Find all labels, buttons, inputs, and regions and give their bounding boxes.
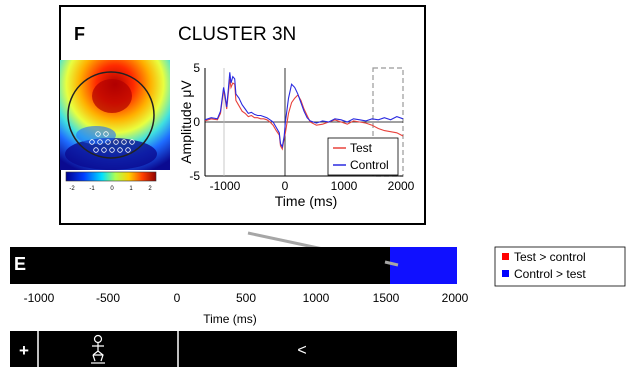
legend-swatch-control-gt-test [502, 270, 509, 277]
x-tick: 2000 [388, 179, 415, 193]
trial-bar [10, 331, 457, 367]
colorbar-tick: 0 [110, 186, 114, 192]
colorbar-tick: -1 [89, 186, 95, 192]
person-figure-icon [91, 334, 105, 364]
panel-f-letter: F [74, 24, 85, 44]
erp-legend [327, 137, 399, 176]
head-outline [67, 71, 155, 159]
legend-label-test: Test [350, 141, 373, 155]
panel-e-highlight [390, 247, 457, 284]
panel-e-bar [10, 247, 457, 284]
scalp-topography [61, 62, 161, 159]
e-x-tick: 2000 [442, 291, 469, 305]
panel-e-axis: -1000 -500 0 500 1000 1500 2000 Time (ms… [24, 291, 469, 326]
head-nose [103, 62, 119, 74]
e-x-tick: -1000 [24, 291, 55, 305]
erp-xlabel: Time (ms) [275, 193, 337, 209]
head-ear-right [149, 107, 161, 129]
arrow-cue: < [297, 342, 306, 359]
colorbar-tick: 2 [148, 186, 152, 192]
panel-e-letter: E [14, 254, 26, 274]
y-tick: 0 [193, 115, 200, 129]
x-tick: -1000 [210, 179, 241, 193]
e-x-tick: 1000 [303, 291, 330, 305]
panel-f-title: CLUSTER 3N [178, 24, 296, 45]
e-x-tick: 1500 [373, 291, 400, 305]
e-x-tick: -500 [96, 291, 120, 305]
erp-series-group [204, 72, 404, 151]
series-line-control [204, 72, 404, 149]
significance-legend [494, 246, 626, 287]
pointer-arrow-tip [384, 260, 399, 267]
legend-label-test-gt-control: Test > control [514, 250, 586, 264]
legend-swatch-test-gt-control [502, 253, 509, 260]
e-xlabel: Time (ms) [203, 312, 257, 326]
y-tick: 5 [193, 61, 200, 75]
x-tick: 0 [282, 179, 289, 193]
legend-label-control-gt-test: Control > test [514, 267, 586, 281]
colorbar-ticks: -2 -1 0 1 2 [69, 186, 152, 192]
y-tick: -5 [189, 169, 200, 183]
fixation-cross: + [19, 341, 29, 360]
colorbar-tick: -2 [69, 186, 75, 192]
head-ear-left [61, 107, 73, 129]
legend-label-control: Control [350, 158, 389, 172]
colorbar [65, 171, 157, 182]
panel-f-frame [59, 5, 426, 225]
electrode-markers [89, 131, 135, 153]
erp-plot: 5 0 -5 -1000 0 1000 2000 Time (ms) Ampli… [178, 61, 415, 209]
e-x-tick: 0 [174, 291, 181, 305]
colorbar-tick: 1 [129, 186, 133, 192]
e-x-tick: 500 [236, 291, 256, 305]
erp-ylabel: Amplitude μV [178, 80, 194, 164]
x-tick: 1000 [331, 179, 358, 193]
